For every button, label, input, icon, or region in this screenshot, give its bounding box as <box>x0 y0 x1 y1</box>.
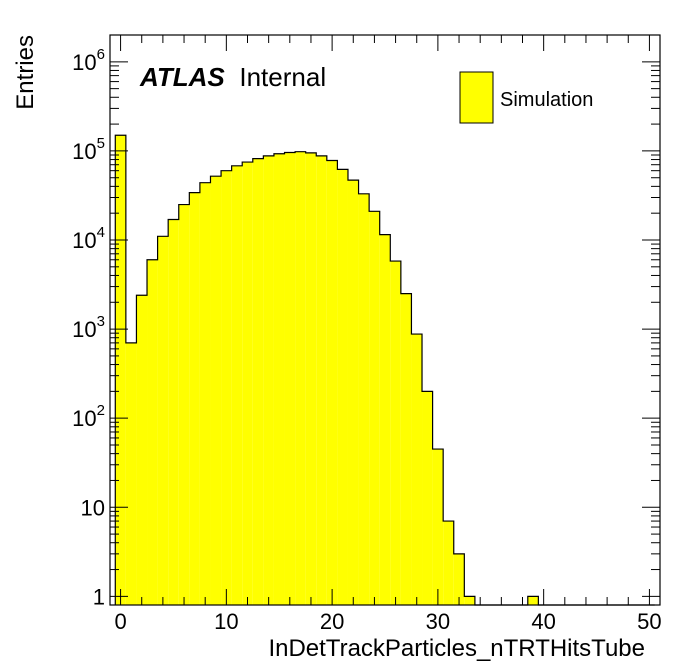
histogram-bar <box>136 295 148 605</box>
y-tick-label: 1 <box>93 584 105 609</box>
histogram-bar <box>199 182 211 605</box>
legend: Simulation <box>459 71 593 124</box>
histogram-bar <box>326 160 338 605</box>
histogram-bar <box>221 170 232 606</box>
x-tick-label: 20 <box>320 609 344 634</box>
histogram-bar <box>316 155 327 606</box>
histogram-bar <box>252 158 264 605</box>
histogram-bar <box>115 135 126 606</box>
y-tick-label: 106 <box>72 46 105 75</box>
histogram-bar <box>347 180 359 605</box>
x-tick-label: 10 <box>214 609 238 634</box>
y-tick-label: 105 <box>72 135 105 164</box>
histogram-bar <box>400 293 412 605</box>
histogram-bar <box>432 449 444 605</box>
y-tick-label: 103 <box>72 313 105 342</box>
x-tick-label: 0 <box>114 609 126 634</box>
histogram-bar <box>305 152 317 605</box>
histogram-bar <box>295 151 306 606</box>
histogram-bar <box>527 596 539 605</box>
histogram-bar <box>263 155 274 606</box>
histogram-bar <box>284 152 296 605</box>
x-tick-label: 40 <box>531 609 555 634</box>
histogram-bar <box>178 204 190 605</box>
y-tick-label: 104 <box>72 224 105 253</box>
histogram-bar <box>453 553 465 605</box>
histogram-bar <box>242 162 253 605</box>
atlas-sublabel: Internal <box>239 62 326 92</box>
y-tick-label: 10 <box>81 495 105 520</box>
histogram-bar <box>464 596 475 605</box>
histogram-bar <box>168 219 179 605</box>
legend-swatch-simulation <box>459 71 494 124</box>
histogram-bar <box>358 193 370 605</box>
y-tick-labels: 1 10 102 103 104 105 106 <box>72 46 105 610</box>
histogram-bar <box>337 169 348 605</box>
x-axis-title: InDetTrackParticles_nTRTHitsTube <box>268 635 645 662</box>
x-tick-label: 50 <box>637 609 661 634</box>
atlas-label: ATLAS <box>139 62 225 92</box>
y-axis-title: Entries <box>12 35 39 110</box>
x-tick-labels: 0 10 20 30 40 50 <box>114 609 661 634</box>
histogram-bar <box>443 521 454 605</box>
histogram-bar <box>369 211 380 606</box>
histogram-bar <box>390 261 401 605</box>
x-tick-label: 30 <box>426 609 450 634</box>
histogram-bar <box>231 165 243 605</box>
legend-label-simulation: Simulation <box>500 89 593 111</box>
histogram-bars <box>114 134 655 606</box>
plot-frame <box>109 34 661 606</box>
histogram-bar <box>157 236 169 605</box>
histogram-bar <box>125 342 137 605</box>
histogram-bar <box>189 192 200 606</box>
histogram-bar <box>273 153 285 605</box>
histogram-bar <box>422 391 433 605</box>
y-tick-label: 102 <box>72 402 105 431</box>
axis-ticks <box>110 34 660 605</box>
histogram-bar <box>147 259 158 605</box>
histogram-bar <box>411 334 423 605</box>
histogram-bar <box>379 234 391 606</box>
histogram-bar <box>210 176 222 605</box>
